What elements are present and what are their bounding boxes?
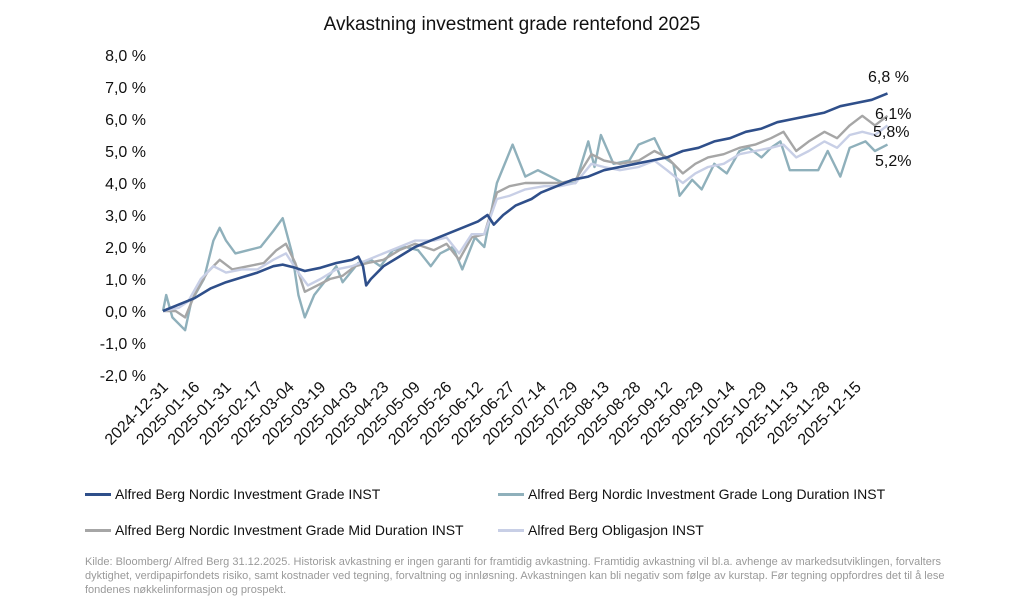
x-axis: 2024-12-312025-01-162025-01-312025-02-17… (102, 379, 865, 449)
legend-label: Alfred Berg Obligasjon INST (528, 522, 704, 538)
series-end-label: 5,2% (875, 153, 911, 170)
legend-swatch (498, 528, 524, 532)
series-line (163, 114, 889, 319)
legend-item-nordic-ig: Alfred Berg Nordic Investment Grade INST (85, 486, 380, 502)
series-end-label: 6,8 % (868, 69, 909, 86)
y-tick-label: 8,0 % (105, 48, 146, 65)
legend-item-long-duration: Alfred Berg Nordic Investment Grade Long… (498, 486, 885, 502)
y-tick-label: 1,0 % (105, 272, 146, 289)
end-labels: 6,8 % 6,1%5,8% 5,2% (868, 69, 911, 170)
legend-item-obligasjon: Alfred Berg Obligasjon INST (498, 522, 704, 538)
legend-label: Alfred Berg Nordic Investment Grade INST (115, 486, 381, 502)
legend-item-mid-duration: Alfred Berg Nordic Investment Grade Mid … (85, 522, 464, 538)
y-tick-label: 2,0 % (105, 240, 146, 257)
legend-swatch (85, 492, 111, 496)
legend-label: Alfred Berg Nordic Investment Grade Mid … (115, 522, 464, 538)
y-axis: -2,0 % -1,0 % 0,0 % 1,0 % 2,0 % 3,0 % 4,0 % 5,0… (100, 48, 146, 385)
series-lines (161, 92, 889, 332)
y-tick-label: -2,0 % (100, 368, 146, 385)
source-disclaimer: Kilde: Bloomberg/ Alfred Berg 31.12.2025… (85, 556, 945, 596)
legend-label: Alfred Berg Nordic Investment Grade Long… (528, 486, 886, 502)
y-tick-label: 7,0 % (105, 80, 146, 97)
chart-title: Avkastning investment grade rentefond 20… (324, 14, 701, 35)
y-tick-label: 5,0 % (105, 144, 146, 161)
y-tick-label: 3,0 % (105, 208, 146, 225)
legend-swatch (498, 492, 524, 496)
y-tick-label: 0,0 % (105, 304, 146, 321)
series-line (161, 133, 889, 332)
series-line (162, 124, 889, 313)
series-end-label: 5,8% (873, 124, 909, 141)
y-tick-label: 6,0 % (105, 112, 146, 129)
series-end-label: 6,1% (875, 106, 911, 123)
legend-swatch (85, 528, 111, 532)
series-line (162, 92, 888, 313)
y-tick-label: -1,0 % (100, 336, 146, 353)
y-tick-label: 4,0 % (105, 176, 146, 193)
